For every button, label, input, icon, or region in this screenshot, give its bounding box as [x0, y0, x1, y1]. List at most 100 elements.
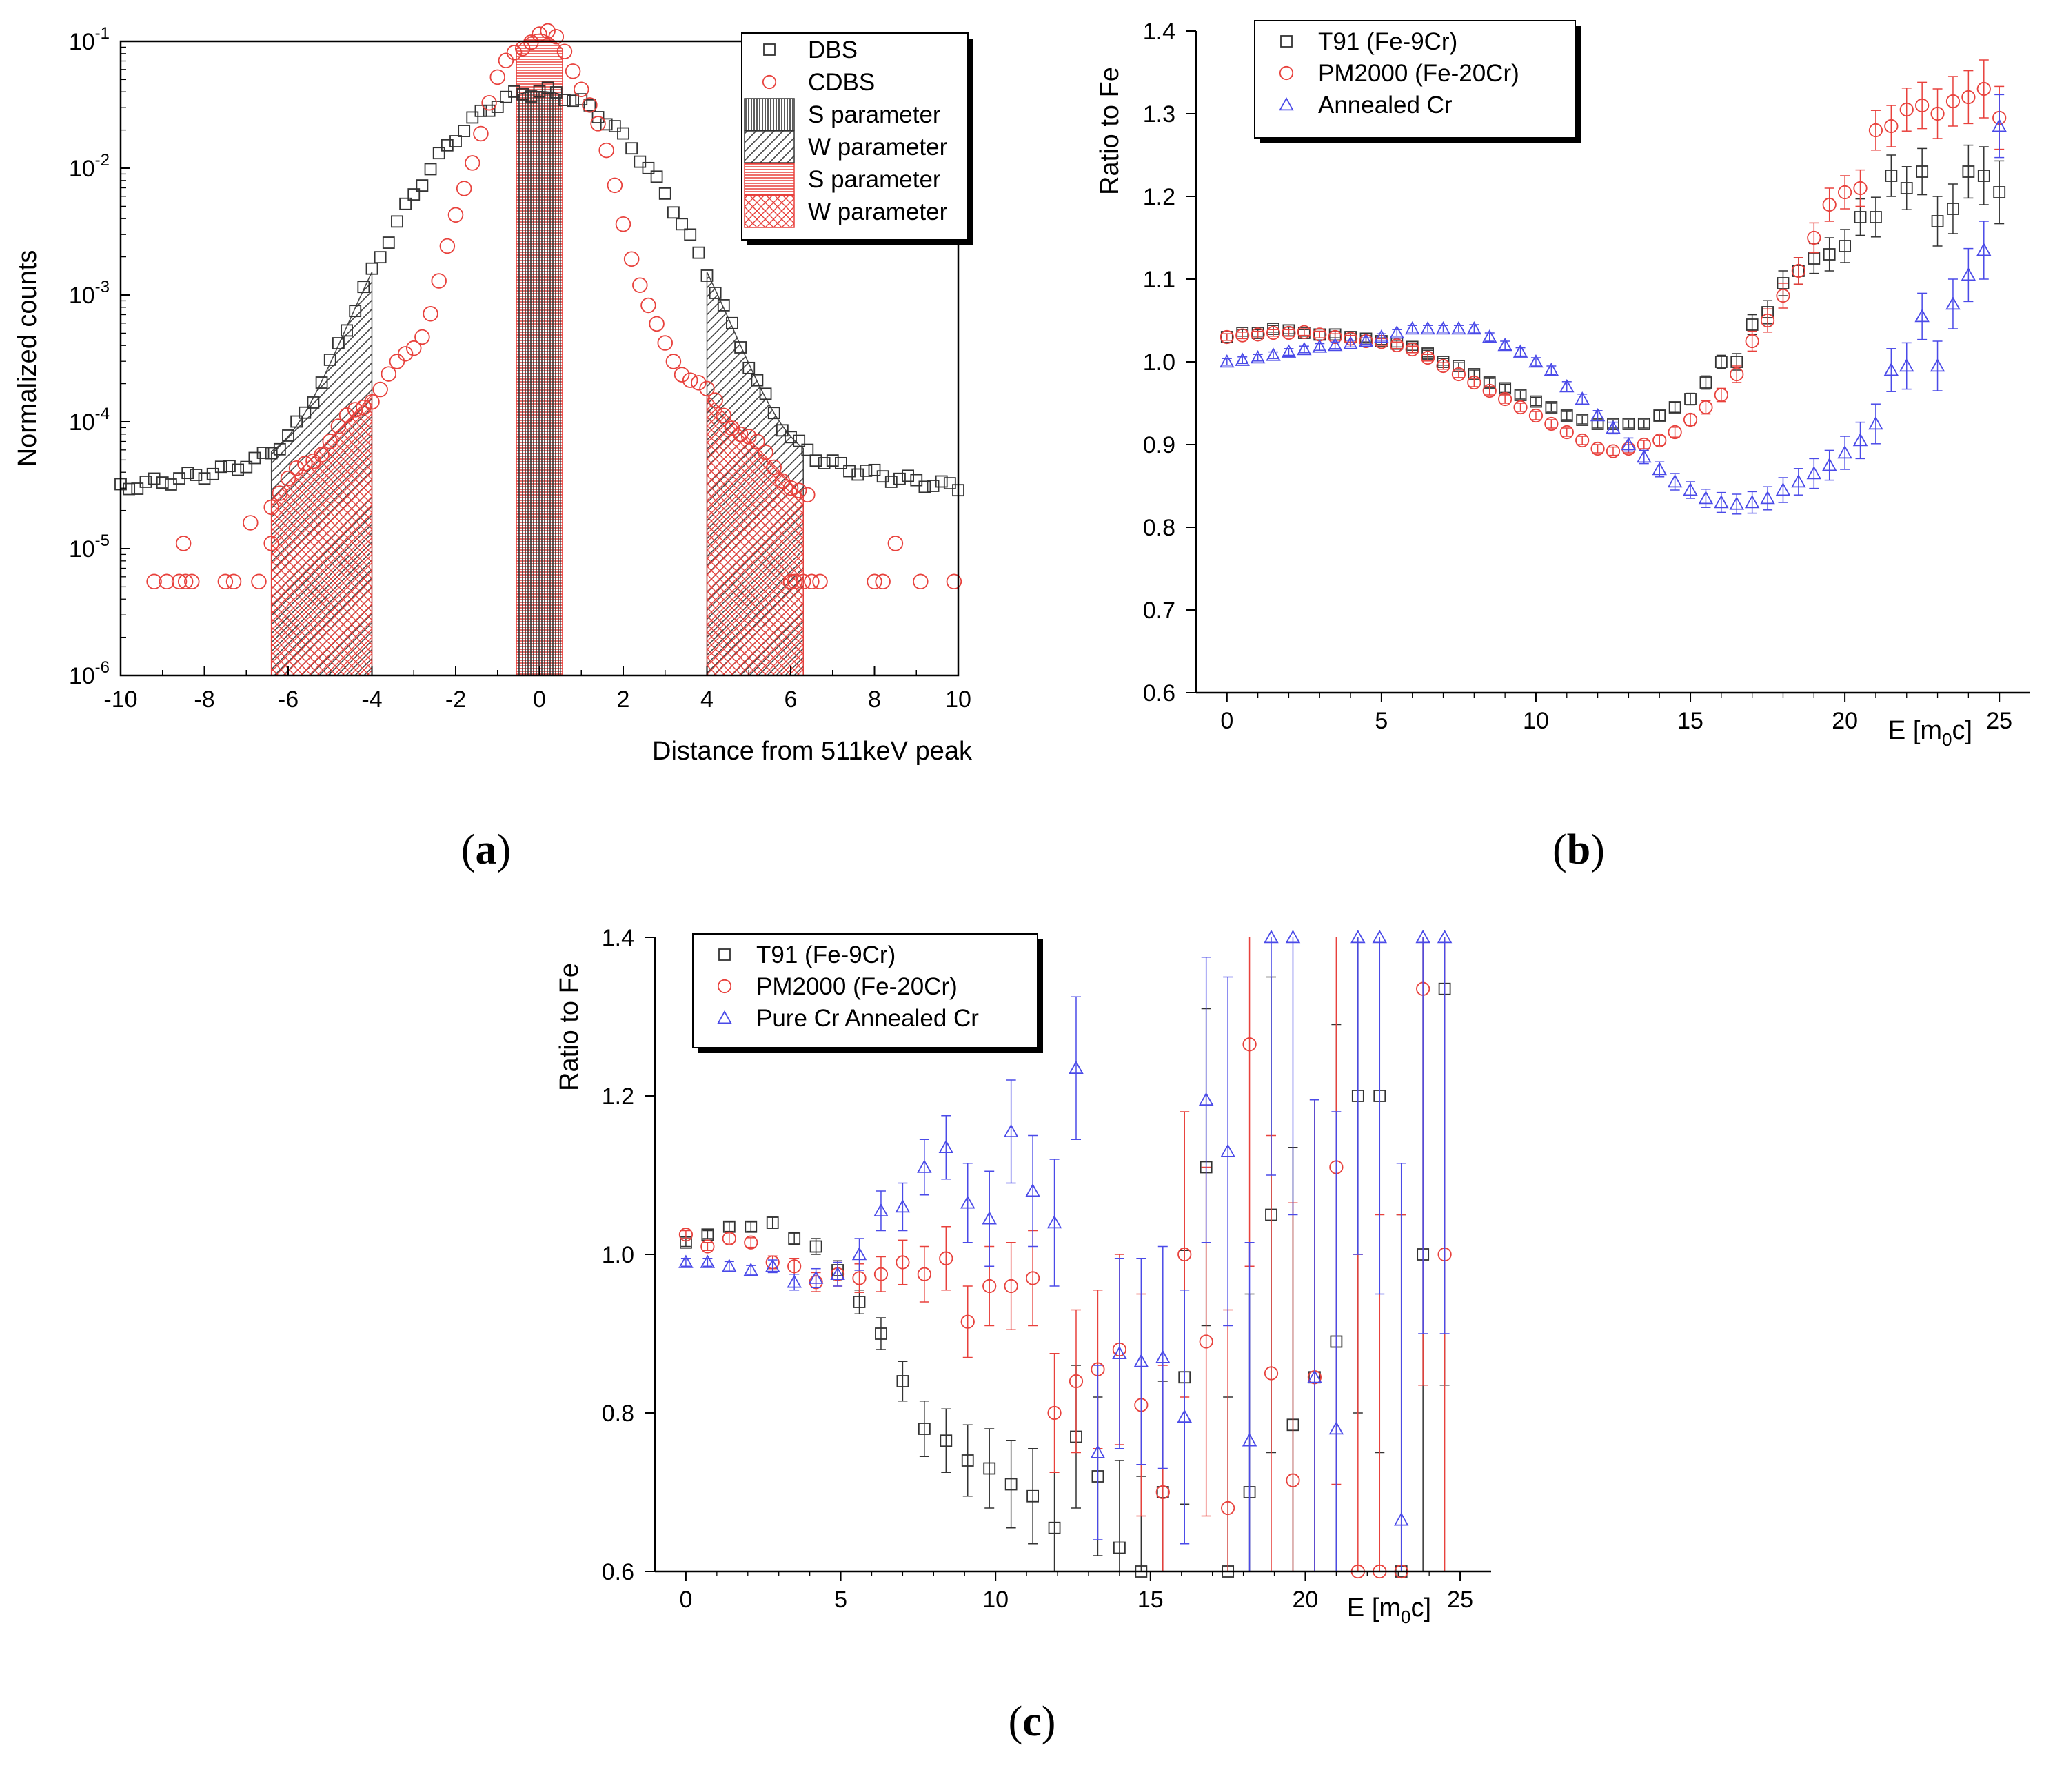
dbs-point: [676, 218, 688, 231]
cdbs-point: [481, 94, 497, 111]
data-point: [1945, 94, 1961, 109]
data-point: [1498, 391, 1512, 407]
dbs-point: [399, 197, 412, 210]
data-point: [830, 1266, 845, 1281]
dbs-point: [299, 406, 312, 419]
data-point: [1113, 1541, 1126, 1554]
data-point: [1048, 1521, 1061, 1534]
x-tick-label: -2: [445, 686, 466, 713]
dbs-point: [341, 324, 353, 337]
data-point: [1961, 90, 1976, 105]
legend-label: W parameter: [808, 134, 948, 161]
svg-text:(b): (b): [1552, 826, 1605, 873]
data-point: [1544, 416, 1559, 431]
data-point: [1791, 263, 1805, 278]
cdbs-point: [288, 460, 305, 476]
cdbs-point: [649, 316, 665, 332]
data-point: [1746, 318, 1759, 331]
dbs-point: [742, 361, 756, 374]
cdbs-point: [674, 367, 690, 383]
data-point: [1947, 203, 1959, 215]
cdbs-point: [699, 380, 715, 397]
dbs-point: [181, 467, 194, 480]
data-point: [1266, 325, 1281, 340]
data-point: [895, 1199, 911, 1213]
dbs-point: [726, 316, 738, 329]
data-point: [1575, 433, 1590, 448]
data-point: [896, 1375, 909, 1387]
data-point: [1992, 118, 2007, 132]
data-point: [1374, 329, 1389, 343]
data-point: [809, 1240, 822, 1253]
cdbs-point: [314, 447, 330, 462]
data-point: [1372, 929, 1387, 944]
data-point: [1530, 395, 1542, 408]
x-tick-label: 0: [1220, 708, 1233, 734]
legend-label: PM2000 (Fe-20Cr): [1318, 60, 1519, 87]
data-point: [875, 1327, 887, 1340]
data-point: [1327, 337, 1343, 352]
cdbs-point: [758, 445, 773, 460]
legend-label: CDBS: [808, 69, 875, 96]
data-point: [1961, 267, 1976, 281]
x-tick-label: -6: [278, 686, 299, 713]
y-tick-label: 1.2: [1143, 184, 1175, 210]
x-tick-label: -8: [194, 686, 214, 713]
cdbs-point: [347, 402, 363, 418]
cdbs-point: [598, 142, 614, 159]
data-point: [1606, 444, 1621, 458]
cdbs-point: [184, 573, 200, 590]
data-point: [1590, 441, 1605, 456]
legend-label: T91 (Fe-9Cr): [1318, 28, 1457, 55]
data-point: [1667, 474, 1683, 488]
x-tick-label: 4: [700, 686, 714, 713]
data-point: [1868, 123, 1883, 138]
dbs-point: [617, 127, 629, 140]
data-point: [1683, 482, 1698, 496]
dbs-point: [382, 236, 395, 249]
dbs-point: [785, 431, 797, 444]
cdbs-point: [439, 238, 456, 254]
x-tick-label: -4: [361, 686, 382, 713]
dbs-point: [148, 472, 161, 485]
cdbs-point: [175, 536, 192, 551]
cdbs-point: [263, 499, 279, 516]
cdbs-point: [657, 335, 674, 351]
cdbs-point: [732, 426, 749, 442]
data-point: [1976, 242, 1992, 256]
data-point: [1405, 342, 1419, 357]
data-point: [853, 1296, 866, 1308]
dbs-point: [692, 246, 705, 259]
cdbs-point: [338, 407, 355, 423]
data-point: [982, 1211, 997, 1225]
data-point: [917, 1159, 932, 1173]
dbs-point: [625, 142, 638, 155]
cdbs-point: [640, 297, 656, 314]
data-point: [1266, 347, 1281, 361]
dbs-point: [658, 187, 671, 200]
data-point: [1976, 81, 1991, 96]
x-tick-label: -10: [103, 686, 137, 713]
cdbs-point: [795, 573, 811, 590]
cdbs-point: [263, 536, 279, 551]
data-point: [1221, 1500, 1235, 1516]
data-point: [1250, 349, 1266, 364]
cdbs-point: [159, 573, 175, 590]
data-point: [1807, 230, 1821, 245]
data-point: [1760, 490, 1775, 505]
data-point: [1729, 496, 1744, 510]
dbs-point: [323, 354, 336, 366]
legend-symbol: [717, 1010, 732, 1024]
x-tick-label: 2: [617, 686, 630, 713]
x-tick-label: 20: [1293, 1587, 1319, 1613]
legend-label: Annealed Cr: [1318, 92, 1453, 119]
data-point: [1528, 408, 1544, 423]
dbs-point: [793, 434, 806, 447]
data-point: [1930, 358, 1945, 372]
dbs-point: [156, 476, 169, 489]
legend-label: DBS: [808, 37, 858, 63]
data-point: [1133, 1354, 1149, 1367]
data-point: [960, 1314, 975, 1329]
legend-symbol: [717, 979, 732, 994]
data-point: [1112, 1345, 1127, 1360]
